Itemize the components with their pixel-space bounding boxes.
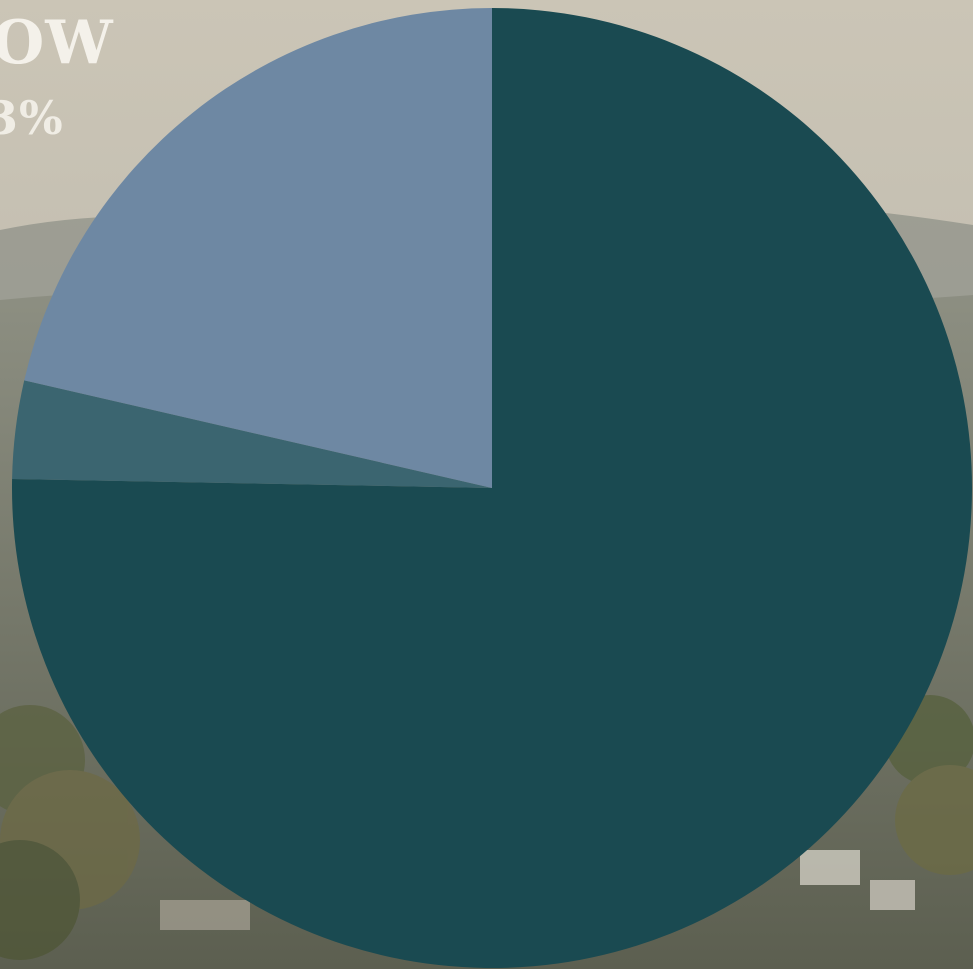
pie-slice-1 [12, 8, 973, 969]
pie-slices [12, 8, 973, 969]
overlay-percentage-fragment: 3% [0, 91, 64, 145]
pie-slice-2 [12, 380, 493, 488]
pie-slice-3 [24, 8, 492, 488]
overlay-heading-fragment: OW [0, 8, 114, 78]
